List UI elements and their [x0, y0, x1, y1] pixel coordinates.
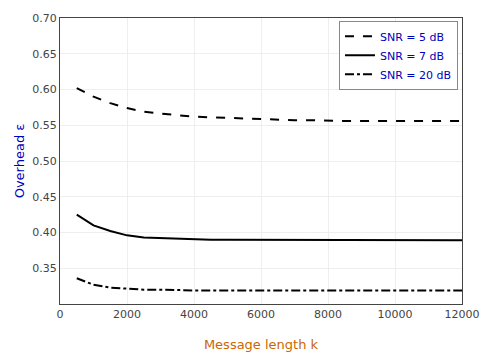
- svg-text:6000: 6000: [247, 308, 275, 321]
- svg-text:10000: 10000: [378, 308, 413, 321]
- svg-text:SNR = 20 dB: SNR = 20 dB: [380, 69, 451, 82]
- svg-text:0: 0: [57, 308, 64, 321]
- svg-text:0.45: 0.45: [32, 191, 57, 204]
- svg-text:8000: 8000: [314, 308, 342, 321]
- svg-text:0.70: 0.70: [32, 12, 57, 25]
- svg-text:Message length k: Message length k: [204, 337, 319, 352]
- svg-text:Overhead ε: Overhead ε: [12, 124, 27, 199]
- svg-text:0.50: 0.50: [32, 155, 57, 168]
- svg-text:12000: 12000: [445, 308, 480, 321]
- svg-text:0.65: 0.65: [32, 48, 57, 61]
- svg-text:0.40: 0.40: [32, 226, 57, 239]
- svg-text:4000: 4000: [180, 308, 208, 321]
- svg-text:SNR = 5 dB: SNR = 5 dB: [380, 31, 444, 44]
- svg-text:0.55: 0.55: [32, 119, 57, 132]
- svg-text:2000: 2000: [113, 308, 141, 321]
- svg-text:0.35: 0.35: [32, 262, 57, 275]
- svg-text:SNR = 7 dB: SNR = 7 dB: [380, 50, 444, 63]
- svg-text:0.60: 0.60: [32, 83, 57, 96]
